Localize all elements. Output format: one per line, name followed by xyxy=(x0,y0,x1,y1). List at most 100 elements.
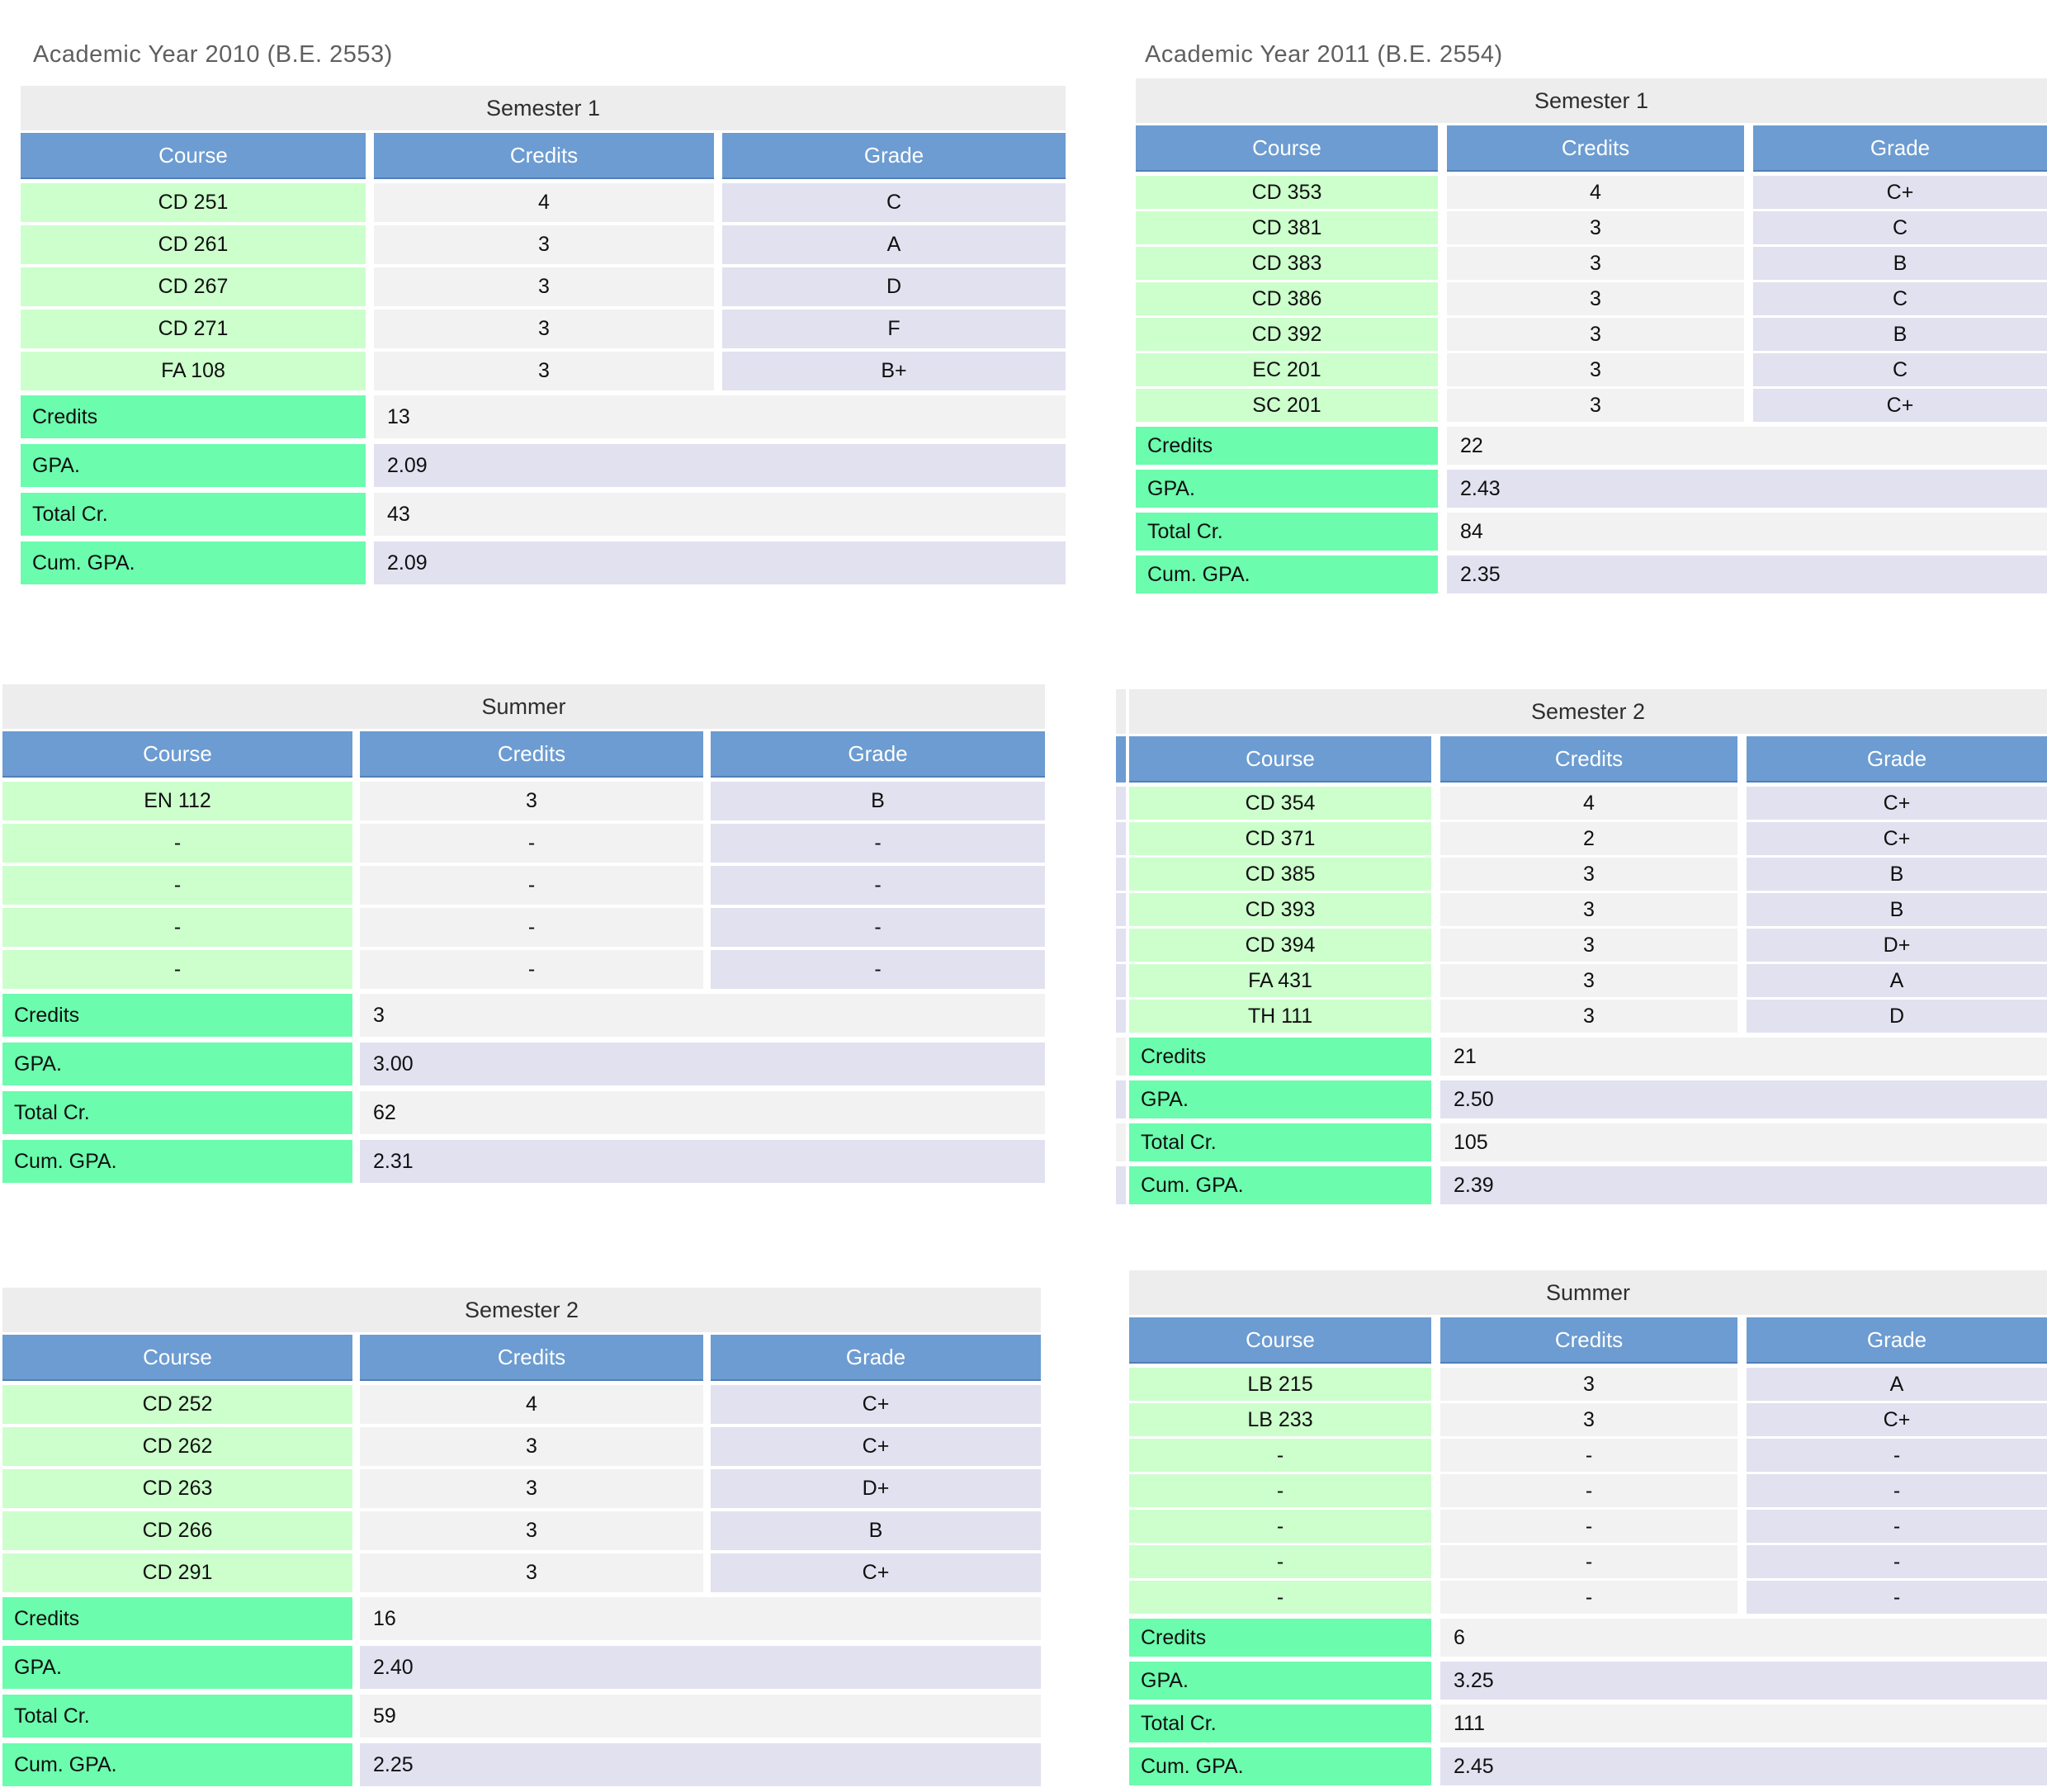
grade-cell: C xyxy=(1753,211,2047,244)
course-cell: - xyxy=(2,866,352,905)
grade-cell: C+ xyxy=(1753,176,2047,209)
table-row: LB 233 3 C+ xyxy=(1129,1403,2047,1436)
table-row: CD 381 3 C xyxy=(1136,211,2047,244)
grade-cell: C xyxy=(722,183,1066,222)
summary-label: Total Cr. xyxy=(1129,1123,1431,1161)
summary-value: 84 xyxy=(1447,513,2047,551)
summary-label: GPA. xyxy=(2,1043,352,1085)
course-cell: CD 267 xyxy=(21,267,366,306)
credits-cell: 3 xyxy=(360,1427,703,1466)
summary-row-credits: Credits 13 xyxy=(21,395,1066,438)
table-body: LB 215 3 A LB 233 3 C+ - - - - - - - - - - - - - - - xyxy=(1129,1368,2047,1614)
course-cell: CD 291 xyxy=(2,1553,352,1592)
credits-cell: 3 xyxy=(1440,1403,1737,1436)
credits-cell: 3 xyxy=(360,1553,703,1592)
column-header-course: Course xyxy=(2,731,352,778)
summary-label: Cum. GPA. xyxy=(2,1743,352,1786)
table-row: CD 371 2 C+ xyxy=(1129,822,2047,855)
credits-cell: 3 xyxy=(1447,211,1744,244)
clipped-cell-fragment xyxy=(1116,929,1126,962)
credits-cell: - xyxy=(1440,1439,1737,1472)
table-body: EN 112 3 B - - - - - - - - - - - - xyxy=(2,782,1045,989)
summary-label: Total Cr. xyxy=(1136,513,1438,551)
grade-cell: C+ xyxy=(711,1553,1041,1592)
summary-value: 3 xyxy=(360,994,1045,1037)
summary-row-gpa: GPA. 2.40 xyxy=(2,1646,1041,1689)
summary-label: GPA. xyxy=(2,1646,352,1689)
column-header-course: Course xyxy=(21,133,366,179)
grade-cell: B+ xyxy=(722,352,1066,390)
summary-value: 6 xyxy=(1440,1619,2047,1657)
column-header-credits: Credits xyxy=(1440,1317,1737,1364)
credits-cell: 3 xyxy=(374,310,714,348)
grade-cell: C+ xyxy=(711,1385,1041,1424)
table-summary: Credits 6 GPA. 3.25 Total Cr. 111 Cum. GPA. 2.4… xyxy=(1129,1619,2047,1785)
course-cell: CD 252 xyxy=(2,1385,352,1424)
clipped-cell-fragment xyxy=(1116,822,1126,855)
credits-cell: 3 xyxy=(360,1511,703,1550)
table-row: EN 112 3 B xyxy=(2,782,1045,820)
course-cell: TH 111 xyxy=(1129,1000,1431,1033)
summary-row-credits: Credits 16 xyxy=(2,1597,1041,1640)
table-row: CD 385 3 B xyxy=(1129,858,2047,891)
table-row: CD 392 3 B xyxy=(1136,318,2047,351)
table-row: --- xyxy=(2,824,1045,863)
table-body: CD 354 4 C+ CD 371 2 C+ CD 385 3 B CD 393 3 B CD 394… xyxy=(1129,787,2047,1033)
table-body: CD 353 4 C+ CD 381 3 C CD 383 3 B CD 386 3 C CD 392 3… xyxy=(1136,176,2047,422)
table-row: --- xyxy=(1129,1474,2047,1507)
credits-cell: 3 xyxy=(374,225,714,264)
summary-value: 59 xyxy=(360,1695,1041,1738)
clipped-cell-fragment xyxy=(1116,787,1126,820)
column-header-grade: Grade xyxy=(711,731,1045,778)
course-cell: SC 201 xyxy=(1136,389,1438,422)
summary-row-credits: Credits 21 xyxy=(1129,1038,2047,1076)
grade-cell: - xyxy=(711,908,1045,947)
table-row: CD 393 3 B xyxy=(1129,893,2047,926)
summary-row-totalcr: Total Cr. 111 xyxy=(1129,1705,2047,1742)
course-cell: - xyxy=(1129,1439,1431,1472)
table-header-row: Course Credits Grade xyxy=(21,133,1066,179)
course-cell: EN 112 xyxy=(2,782,352,820)
grade-cell: F xyxy=(722,310,1066,348)
course-cell: CD 263 xyxy=(2,1469,352,1508)
summary-row-totalcr: Total Cr. 62 xyxy=(2,1091,1045,1134)
summary-value: 21 xyxy=(1440,1038,2047,1076)
column-header-grade: Grade xyxy=(722,133,1066,179)
grade-cell: C+ xyxy=(1747,822,2047,855)
summary-row-cumgpa: Cum. GPA. 2.35 xyxy=(1136,556,2047,593)
summary-label: Total Cr. xyxy=(2,1091,352,1134)
course-cell: - xyxy=(1129,1581,1431,1614)
summary-label: Credits xyxy=(1136,427,1438,465)
credits-cell: - xyxy=(360,950,703,989)
summary-value: 43 xyxy=(374,493,1066,536)
clipped-cell-fragment xyxy=(1116,964,1126,997)
column-header-course: Course xyxy=(2,1335,352,1381)
credits-cell: - xyxy=(1440,1510,1737,1543)
credits-cell: 3 xyxy=(360,1469,703,1508)
course-cell: - xyxy=(1129,1545,1431,1578)
column-header-grade: Grade xyxy=(711,1335,1041,1381)
course-cell: - xyxy=(2,908,352,947)
grade-cell: - xyxy=(1747,1581,2047,1614)
summary-value: 22 xyxy=(1447,427,2047,465)
grade-cell: C+ xyxy=(1747,1403,2047,1436)
table-row: TH 111 3 D xyxy=(1129,1000,2047,1033)
table-row: CD 266 3 B xyxy=(2,1511,1041,1550)
grade-cell: B xyxy=(1753,247,2047,280)
year-title-2011: Academic Year 2011 (B.E. 2554) xyxy=(1145,41,1503,68)
credits-cell: 3 xyxy=(1440,929,1737,962)
course-cell: CD 353 xyxy=(1136,176,1438,209)
summary-label: Total Cr. xyxy=(1129,1705,1431,1742)
table-header-row: Course Credits Grade xyxy=(2,1335,1041,1381)
clipped-cell-fragment xyxy=(1116,1000,1126,1033)
summary-value: 2.25 xyxy=(360,1743,1041,1786)
clipped-cell-fragment xyxy=(1116,858,1126,891)
credits-cell: 3 xyxy=(1447,353,1744,386)
grade-cell: D xyxy=(1747,1000,2047,1033)
table-row: CD 263 3 D+ xyxy=(2,1469,1041,1508)
course-cell: CD 394 xyxy=(1129,929,1431,962)
table-row: CD 261 3 A xyxy=(21,225,1066,264)
summary-label: Cum. GPA. xyxy=(1129,1747,1431,1785)
course-cell: CD 354 xyxy=(1129,787,1431,820)
summary-row-cumgpa: Cum. GPA. 2.31 xyxy=(2,1140,1045,1183)
